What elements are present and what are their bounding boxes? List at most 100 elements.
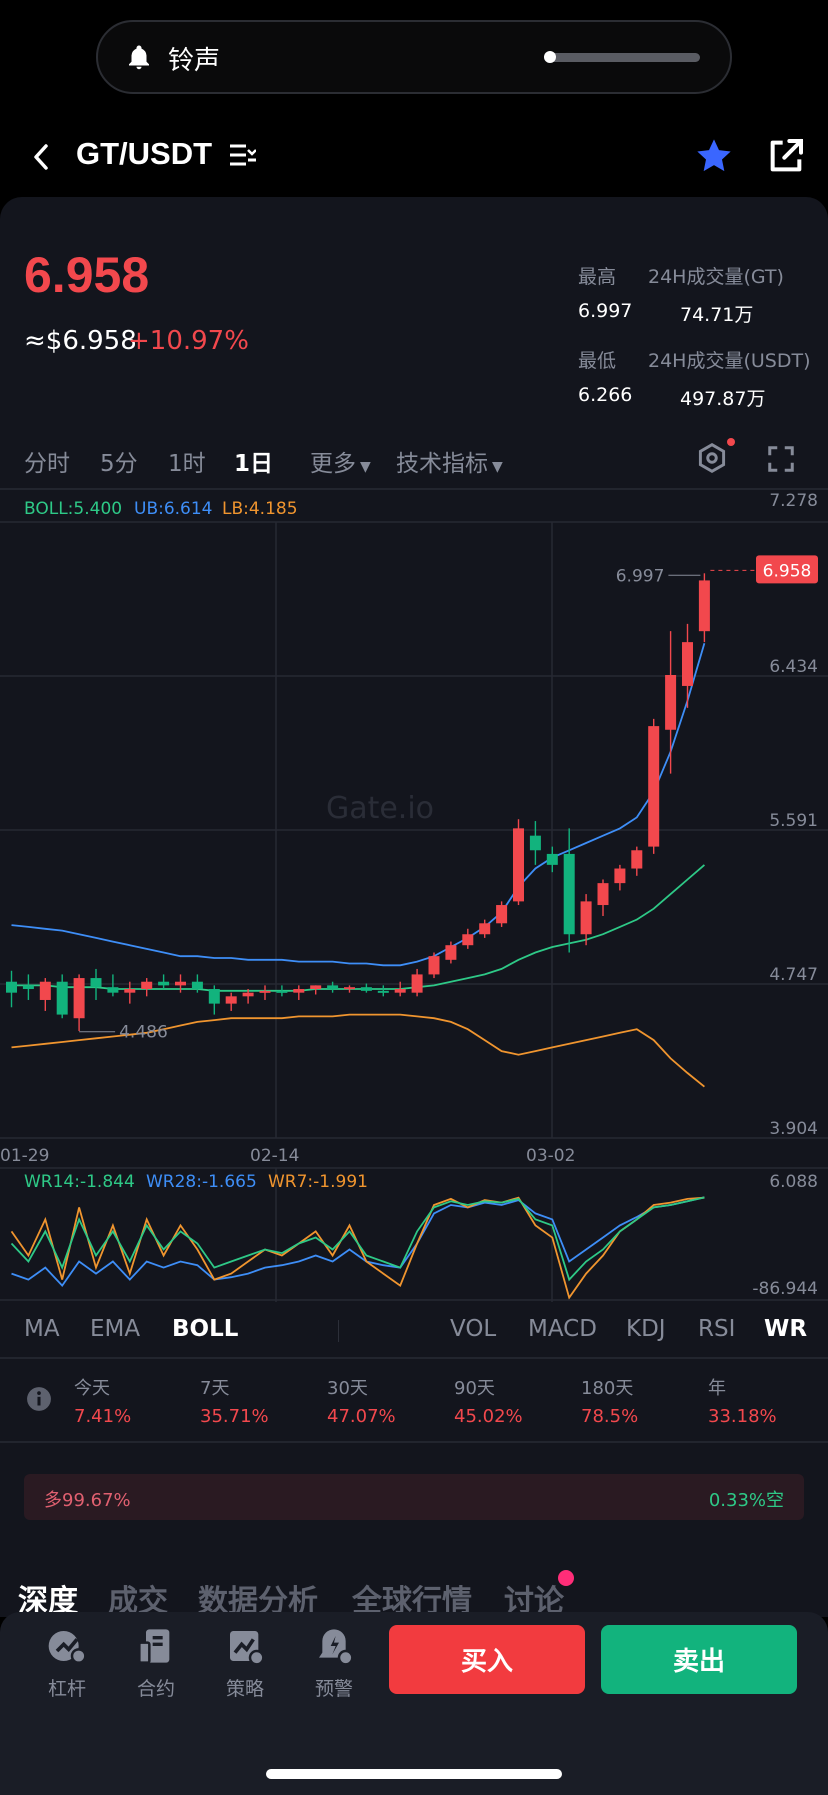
candle-body[interactable] <box>259 990 271 993</box>
tab-1hour[interactable]: 1时 <box>168 451 206 477</box>
tab-macd[interactable]: MACD <box>528 1316 597 1342</box>
price-axis-label: 4.747 <box>769 965 818 985</box>
tab-more[interactable]: 更多 ▼ <box>310 444 371 478</box>
candle-body[interactable] <box>39 981 51 1000</box>
candle-body[interactable] <box>208 989 220 1004</box>
candle-body[interactable] <box>276 990 288 993</box>
date-axis-label: 03-02 <box>526 1146 575 1166</box>
candle-body[interactable] <box>614 868 626 884</box>
last-price-tag-label: 6.958 <box>763 561 812 581</box>
volume-bar[interactable] <box>544 53 700 62</box>
date-axis-label: 01-29 <box>0 1146 49 1166</box>
candle-body[interactable] <box>6 981 17 993</box>
favorite-star-icon[interactable] <box>694 136 734 176</box>
perf-label-today: 今天 <box>74 1378 110 1399</box>
candle-body[interactable] <box>563 853 575 935</box>
tab-ema[interactable]: EMA <box>90 1316 141 1342</box>
candle-body[interactable] <box>158 981 170 986</box>
perf-value-year: 33.18% <box>708 1406 777 1427</box>
pair-title[interactable]: GT/USDT <box>76 136 213 171</box>
contract-icon <box>138 1629 170 1664</box>
tab-boll[interactable]: BOLL <box>172 1316 239 1342</box>
candle-body[interactable] <box>394 989 406 993</box>
candle-body[interactable] <box>682 642 693 686</box>
tab-wr[interactable]: WR <box>764 1316 808 1342</box>
perf-value-180d: 78.5% <box>581 1406 639 1427</box>
candle-body[interactable] <box>411 974 423 993</box>
candle-body[interactable] <box>175 981 186 986</box>
volume-knob[interactable] <box>544 51 556 63</box>
candle-body[interactable] <box>580 901 592 935</box>
candle-body[interactable] <box>327 985 339 990</box>
candle-body[interactable] <box>648 726 660 847</box>
candle-body[interactable] <box>293 989 305 993</box>
wr7-legend: WR7:-1.991 <box>268 1172 368 1192</box>
pair-list-icon[interactable] <box>228 142 256 170</box>
candle-body[interactable] <box>225 996 237 1004</box>
candle-body[interactable] <box>462 934 474 946</box>
alert-icon <box>319 1629 354 1666</box>
vol-usdt-label: 24H成交量(USDT) <box>648 350 811 372</box>
tab-separator <box>338 1320 339 1342</box>
settings-icon[interactable] <box>696 442 728 474</box>
candle-body[interactable] <box>445 945 457 960</box>
candle-body[interactable] <box>242 992 254 997</box>
kline-chart[interactable]: Gate.io 7.278 6.434 5.591 4.747 3.904 01-29 02-… <box>0 488 828 1302</box>
candle-body[interactable] <box>698 580 710 632</box>
tab-indicators[interactable]: 技术指标 ▼ <box>396 444 503 478</box>
wr-axis-label: 6.088 <box>769 1172 818 1192</box>
candle-body[interactable] <box>479 923 491 935</box>
ringtone-notification[interactable]: 铃声 <box>96 20 732 94</box>
last-price-tag <box>756 555 818 584</box>
perf-label-180d: 180天 <box>581 1378 634 1399</box>
candle-body[interactable] <box>377 990 389 993</box>
candle-body[interactable] <box>546 853 558 865</box>
candle-body[interactable] <box>344 987 355 990</box>
candle-body[interactable] <box>665 674 677 730</box>
candle-body[interactable] <box>496 905 508 924</box>
candle-body[interactable] <box>107 987 119 993</box>
fullscreen-icon[interactable] <box>766 444 796 474</box>
candle-body[interactable] <box>513 828 524 902</box>
lower-band-line <box>11 1013 705 1088</box>
tab-5min[interactable]: 5分 <box>100 451 138 477</box>
lb-legend: LB:4.185 <box>222 499 298 519</box>
candle-body[interactable] <box>597 883 609 906</box>
vol-gt-label: 24H成交量(GT) <box>648 266 784 288</box>
long-short-ratio-bar: 多99.67% 0.33%空 <box>24 1474 804 1520</box>
settings-badge <box>727 438 735 446</box>
last-price: 6.958 <box>24 247 150 303</box>
wr14-legend: WR14:-1.844 <box>24 1172 135 1192</box>
home-indicator[interactable] <box>266 1769 562 1779</box>
candle-body[interactable] <box>631 850 643 869</box>
candle-body[interactable] <box>73 978 85 1019</box>
sell-button[interactable]: 卖出 <box>601 1625 797 1694</box>
candle-body[interactable] <box>90 978 102 988</box>
candle-body[interactable] <box>22 985 34 990</box>
candle-body[interactable] <box>124 989 136 993</box>
high-value: 6.997 <box>578 300 633 322</box>
candle-body[interactable] <box>428 956 440 975</box>
info-icon[interactable] <box>26 1386 52 1412</box>
tab-1day[interactable]: 1日 <box>234 451 274 477</box>
tab-ma[interactable]: MA <box>24 1316 60 1342</box>
caret-down-icon: ▼ <box>492 459 503 475</box>
tab-kdj[interactable]: KDJ <box>626 1316 666 1342</box>
perf-label-7d: 7天 <box>200 1378 230 1399</box>
tab-vol[interactable]: VOL <box>450 1316 497 1342</box>
candle-body[interactable] <box>141 981 153 990</box>
back-arrow-icon[interactable] <box>28 138 54 176</box>
tab-timeline[interactable]: 分时 <box>24 451 70 477</box>
discussion-badge <box>558 1570 574 1586</box>
candle-body[interactable] <box>56 981 68 1015</box>
boll-mid-line <box>11 864 705 992</box>
share-icon[interactable] <box>766 136 806 176</box>
candle-body[interactable] <box>191 981 203 990</box>
candle-body[interactable] <box>529 835 541 851</box>
perf-label-year: 年 <box>708 1378 726 1399</box>
candle-body[interactable] <box>310 985 322 990</box>
tab-indicators-label: 技术指标 <box>396 451 488 477</box>
candle-body[interactable] <box>360 987 372 991</box>
tab-rsi[interactable]: RSI <box>698 1316 736 1342</box>
buy-button[interactable]: 买入 <box>389 1625 585 1694</box>
